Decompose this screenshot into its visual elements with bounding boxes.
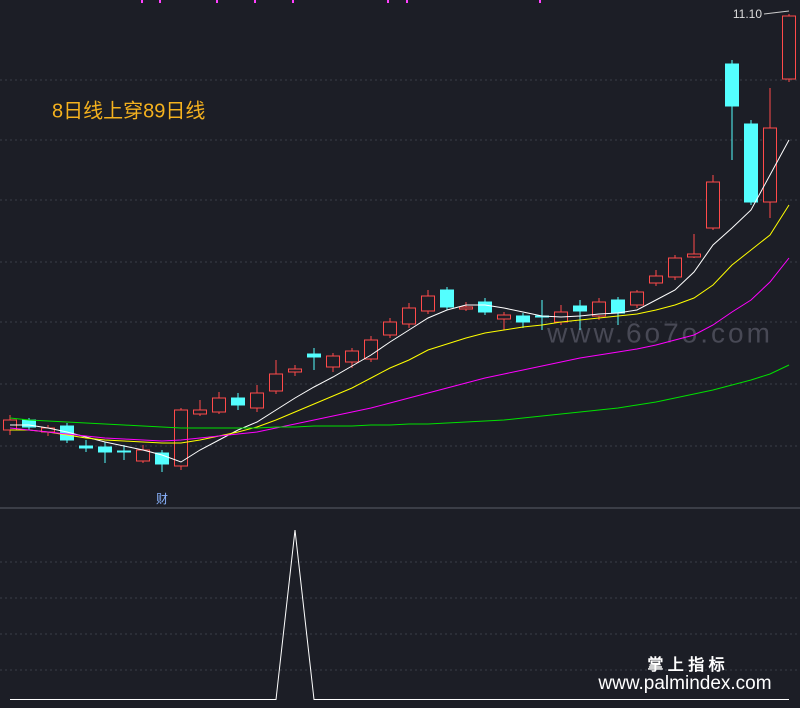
candle-body [478,301,492,313]
candle-body [383,321,397,336]
watermark: www.6o7o.com [546,317,773,348]
brand-name: 掌 上 指 标 [647,655,724,674]
top-markers [141,0,541,3]
candle-body [649,275,663,284]
candle-body [402,307,416,325]
candle-body [611,299,625,314]
candle-body [725,63,739,107]
grid [0,79,800,671]
candle-body [193,409,207,415]
main-panel: 11.10 财 [3,7,796,506]
candle-body [79,445,93,449]
candle-body [459,306,473,310]
candle-body [269,373,283,392]
line-series [10,139,790,463]
candle-body [155,452,169,465]
candle-body [782,15,796,80]
line-series [9,257,790,442]
candle-body [288,368,302,373]
indicator-panel [10,529,789,701]
max-label: 11.10 [733,7,762,21]
candle-body [174,409,188,467]
candle-body [668,257,682,278]
candle-body [364,339,378,360]
candle-body [345,350,359,363]
line-series [10,529,789,701]
candle-body [326,355,340,368]
max-pointer [763,10,790,15]
annotation: 8日线上穿89日线 [52,99,205,122]
candle-body [231,397,245,406]
candle-body [307,353,321,358]
candle-body [117,450,131,453]
candle-body [98,446,112,453]
candle-body [687,253,701,258]
candle-body [573,305,587,312]
candle-body [706,181,720,229]
event-label: 财 [156,492,168,506]
candle-body [763,127,777,203]
candle-body [516,315,530,323]
candle-body [592,301,606,317]
candle-body [497,314,511,320]
line-series [10,204,790,444]
candle-body [212,397,226,413]
candle-body [421,295,435,312]
candle-body [744,123,758,203]
line-series [9,364,790,429]
candle-body [250,392,264,409]
candle-body [440,289,454,308]
candle-body [630,291,644,306]
brand-url: www.palmindex.com [597,673,771,694]
